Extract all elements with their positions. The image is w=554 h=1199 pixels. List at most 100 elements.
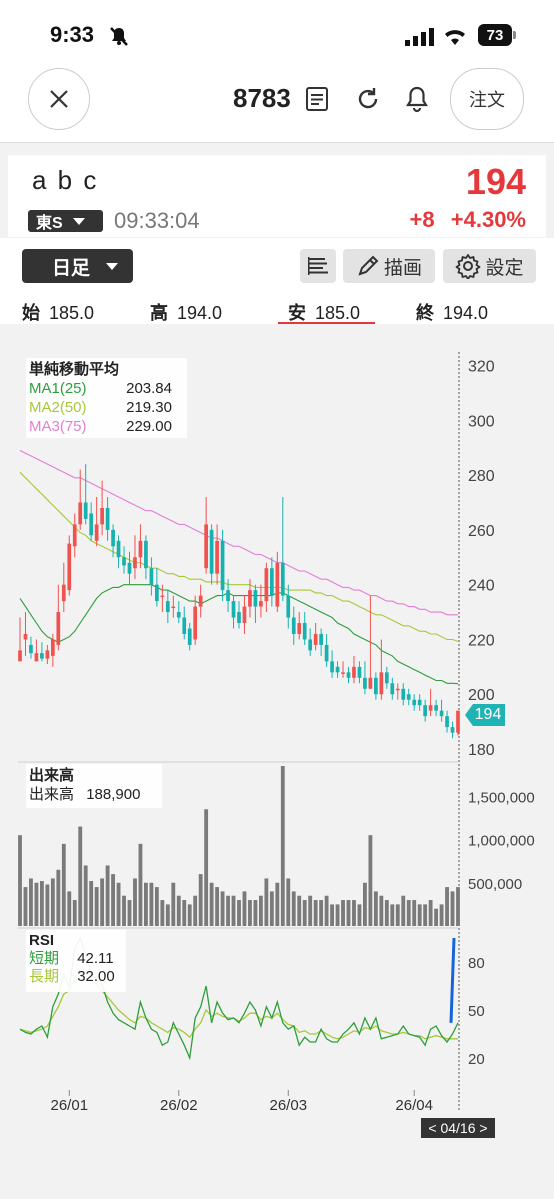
chart-area[interactable]: 26/01 26/02 26/03 26/04 320 300 280 260 240 220 20…	[0, 324, 554, 1138]
quote-time: 09:33:04	[114, 208, 200, 233]
volume-bar	[94, 887, 99, 926]
volume-bar	[176, 895, 181, 926]
candle-body	[319, 633, 323, 645]
ohlc-label: 高	[150, 303, 168, 323]
candle-body	[330, 661, 334, 673]
candle-body	[78, 502, 83, 525]
period-select[interactable]: 日足	[22, 249, 133, 283]
volume-bar	[423, 904, 428, 926]
ohlc-value: 185.0	[315, 303, 361, 323]
rsi-short-name: 短期	[29, 950, 60, 967]
volume-bar	[450, 891, 455, 926]
volume-bar	[434, 908, 439, 926]
price-tick-label: 200	[468, 687, 495, 704]
stock-chart[interactable]: 26/01 26/02 26/03 26/04 320 300 280 260 240 220 20…	[0, 324, 554, 1114]
chart-toolbar: 日足 描画 設定 始 185.0 高 194.0 安 185.0 終 194.0	[0, 238, 554, 324]
candle-body	[286, 595, 291, 618]
volume-bar	[280, 766, 285, 926]
price-tick-label: 300	[468, 413, 495, 430]
volume-bar	[187, 904, 192, 926]
ma1-value: 203.84	[126, 380, 172, 397]
volume-bar	[160, 900, 165, 926]
current-price-tag: 194	[465, 704, 505, 726]
candle-body	[280, 562, 285, 596]
ma-legend-row: MA3(75) 229.00	[29, 417, 184, 436]
ohlc-low: 安 185.0	[288, 299, 360, 325]
ohlc-open: 始 185.0	[22, 299, 94, 325]
rsi-legend: RSI 短期 42.11 長期 32.00	[26, 930, 126, 992]
chevron-down-icon	[72, 217, 85, 225]
candle-body	[412, 699, 417, 706]
candle-body	[171, 606, 176, 609]
volume-bar	[324, 895, 329, 926]
ma-line-3	[19, 449, 458, 616]
volume-bar	[116, 882, 121, 926]
settings-label: 設定	[485, 257, 524, 279]
ma-legend-row: MA2(50) 219.30	[29, 398, 184, 417]
gear-icon	[456, 254, 481, 279]
volume-bar	[182, 900, 187, 926]
rsi-long-name: 長期	[29, 968, 60, 985]
bars-icon	[308, 257, 328, 275]
volume-bar	[154, 887, 159, 926]
volume-bar	[357, 904, 362, 926]
candle-body	[368, 677, 373, 689]
candle-body	[341, 672, 345, 674]
order-button[interactable]: 注文	[450, 68, 524, 130]
candle-body	[352, 666, 356, 678]
volume-bar	[401, 895, 406, 926]
refresh-icon[interactable]	[355, 86, 381, 117]
candle-body	[231, 601, 236, 618]
order-button-label: 注文	[469, 90, 505, 110]
period-label: 日足	[52, 257, 91, 279]
volume-bar	[215, 887, 220, 926]
market-select[interactable]: 東S	[28, 210, 103, 232]
close-icon	[50, 90, 68, 108]
candle-body	[83, 502, 88, 519]
rsi-legend-title: RSI	[29, 932, 55, 949]
candle-body	[395, 688, 400, 691]
volume-tick-label: 1,500,000	[468, 789, 535, 806]
current-price-value: 194	[474, 706, 502, 723]
candle-body	[56, 612, 61, 645]
volume-bar	[78, 826, 83, 926]
volume-bar	[231, 895, 236, 926]
candle-body	[308, 639, 313, 651]
close-button[interactable]	[28, 68, 90, 130]
volume-bar	[83, 865, 88, 926]
candle-body	[384, 672, 389, 684]
rsi-long-value: 32.00	[77, 968, 115, 985]
ohlc-label: 始	[22, 303, 40, 323]
volume-bar	[144, 882, 148, 926]
document-icon[interactable]	[305, 86, 329, 117]
volume-bar	[412, 900, 417, 926]
ma-line-1	[19, 584, 459, 685]
volume-bar	[171, 882, 176, 926]
candle-body	[29, 644, 33, 654]
settings-button[interactable]: 設定	[443, 249, 536, 283]
chevron-down-icon	[106, 262, 119, 270]
change-value: +8	[409, 207, 435, 232]
candle-body	[291, 617, 296, 634]
volume-bar	[50, 878, 55, 926]
mute-bell-icon	[108, 25, 130, 52]
cursor-date-label[interactable]: < 04/16 >	[421, 1118, 495, 1138]
volume-bar	[67, 891, 72, 926]
ma2-value: 219.30	[126, 399, 172, 416]
volume-bar	[72, 900, 77, 926]
candle-body	[242, 606, 247, 624]
volume-bar	[269, 891, 274, 926]
candle-body	[204, 524, 209, 569]
ohlc-close: 終 194.0	[416, 299, 488, 325]
volume-bar	[111, 874, 115, 926]
low-underline	[278, 322, 375, 324]
wifi-icon	[442, 26, 468, 51]
draw-button[interactable]: 描画	[343, 249, 435, 283]
candle-body	[116, 540, 121, 558]
bell-icon[interactable]	[405, 85, 429, 118]
ma-line-2	[19, 471, 459, 642]
indicator-list-button[interactable]	[300, 249, 336, 283]
ma-legend-title: 単純移動平均	[29, 361, 120, 378]
x-tick-label: 26/01	[51, 1097, 89, 1114]
volume-bar	[341, 900, 345, 926]
